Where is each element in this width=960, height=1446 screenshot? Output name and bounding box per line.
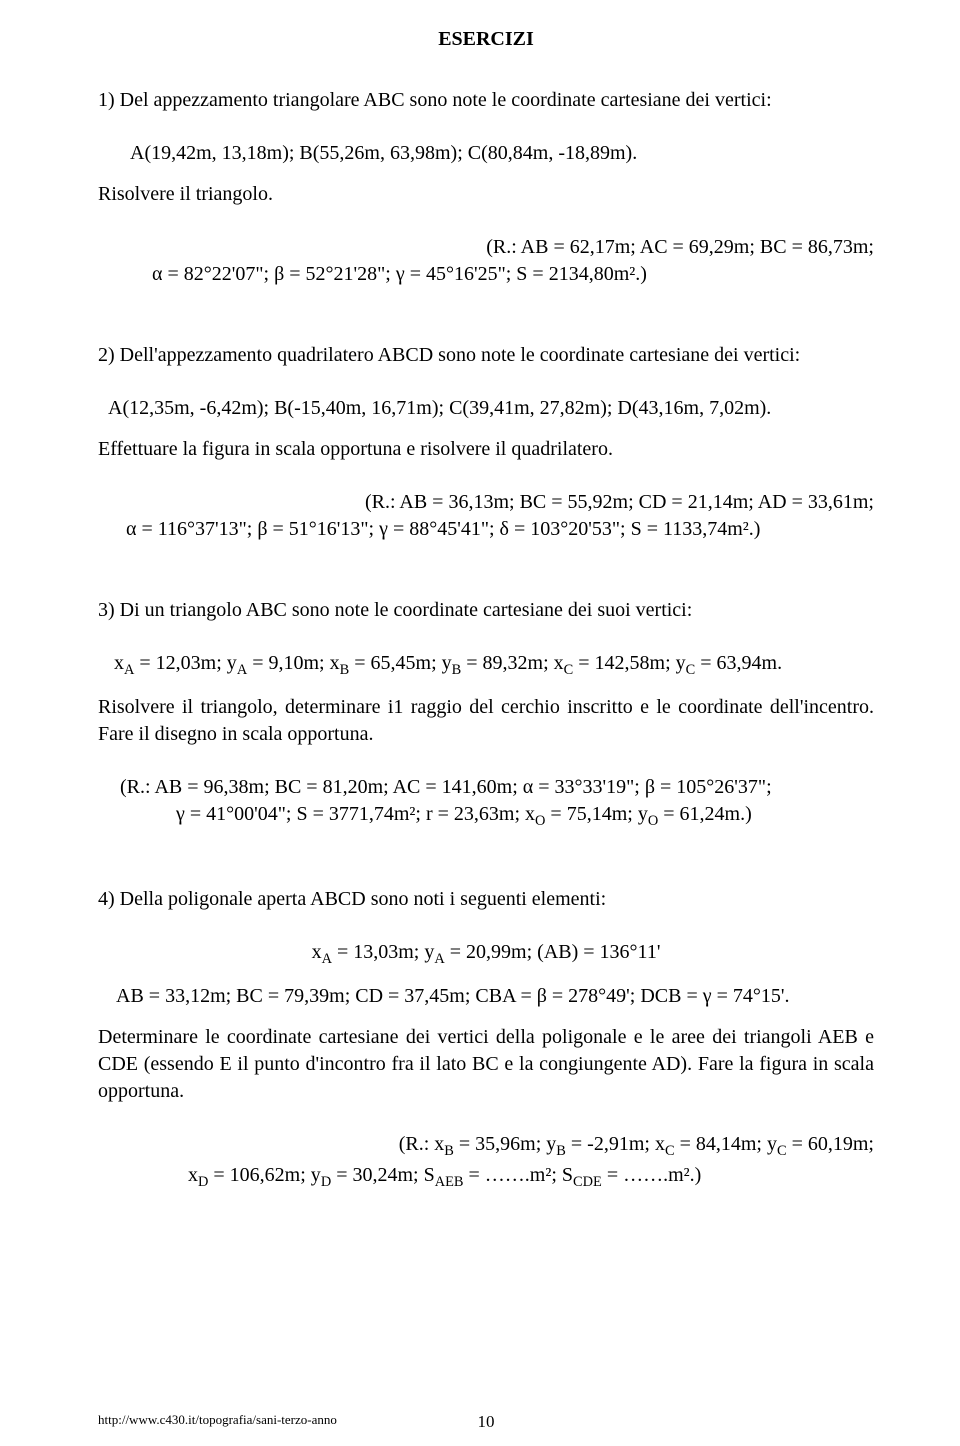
sub: C <box>686 662 696 678</box>
t: = 61,24m.) <box>658 803 752 825</box>
sub: A <box>237 662 247 678</box>
ex3-answer-line1: (R.: AB = 96,38m; BC = 81,20m; AC = 141,… <box>98 774 874 801</box>
t: = 65,45m; y <box>349 652 451 674</box>
t: = 9,10m; x <box>247 652 339 674</box>
sub: AEB <box>435 1174 464 1190</box>
t: = 13,03m; y <box>332 941 434 963</box>
t: = …….m².) <box>602 1164 702 1186</box>
ex3-answer-line2: γ = 41°00'04"; S = 3771,74m²; r = 23,63m… <box>98 801 874 831</box>
ex4-line1: xA = 13,03m; yA = 20,99m; (AB) = 136°11' <box>98 939 874 969</box>
sub: B <box>556 1143 566 1159</box>
ex1-intro: 1) Del appezzamento triangolare ABC sono… <box>98 87 874 114</box>
ex2-answer-line2: α = 116°37'13"; β = 51°16'13"; γ = 88°45… <box>98 516 874 543</box>
footer-url: http://www.c430.it/topografia/sani-terzo… <box>98 1412 337 1428</box>
ex2-answer-line1: (R.: AB = 36,13m; BC = 55,92m; CD = 21,1… <box>98 489 874 516</box>
t: = …….m²; S <box>464 1164 574 1186</box>
footer: http://www.c430.it/topografia/sani-terzo… <box>98 1412 874 1428</box>
t: = 142,58m; y <box>573 652 685 674</box>
t: = 20,99m; (AB) = 136°11' <box>445 941 661 963</box>
sub: O <box>535 813 545 829</box>
ex4-task: Determinare le coordinate cartesiane dei… <box>98 1024 874 1105</box>
t: = 89,32m; x <box>461 652 563 674</box>
ex1-answer-line1: (R.: AB = 62,17m; AC = 69,29m; BC = 86,7… <box>98 234 874 261</box>
spacer <box>98 314 874 342</box>
sub: C <box>564 662 574 678</box>
sub: A <box>434 951 444 967</box>
spacer <box>98 858 874 886</box>
sub: B <box>340 662 350 678</box>
ex1-answer-line2: α = 82°22'07"; β = 52°21'28"; γ = 45°16'… <box>98 261 874 288</box>
sub: B <box>444 1143 454 1159</box>
sub: D <box>198 1174 208 1190</box>
ex2-task: Effettuare la figura in scala opportuna … <box>98 436 874 463</box>
t: = 30,24m; S <box>331 1164 435 1186</box>
t: = 84,14m; y <box>675 1133 777 1155</box>
t: = 63,94m. <box>695 652 782 674</box>
sub: O <box>648 813 658 829</box>
ex3-coords: xA = 12,03m; yA = 9,10m; xB = 65,45m; yB… <box>98 650 874 680</box>
sub: D <box>321 1174 331 1190</box>
t: x <box>188 1164 198 1186</box>
page: ESERCIZI 1) Del appezzamento triangolare… <box>0 0 960 1446</box>
t: x <box>114 652 124 674</box>
t: = 106,62m; y <box>208 1164 320 1186</box>
sub: C <box>665 1143 675 1159</box>
t: = 12,03m; y <box>134 652 236 674</box>
sub: A <box>322 951 332 967</box>
ex1-coords: A(19,42m, 13,18m); B(55,26m, 63,98m); C(… <box>98 140 874 167</box>
spacer <box>98 569 874 597</box>
ex2-intro: 2) Dell'appezzamento quadrilatero ABCD s… <box>98 342 874 369</box>
ex3-task: Risolvere il triangolo, determinare i1 r… <box>98 694 874 748</box>
footer-page-number: 10 <box>478 1412 495 1432</box>
sub: B <box>452 662 462 678</box>
t: (R.: x <box>399 1133 445 1155</box>
sub: C <box>777 1143 787 1159</box>
ex4-answer-line2: xD = 106,62m; yD = 30,24m; SAEB = …….m²;… <box>98 1162 874 1192</box>
t: = 75,14m; y <box>545 803 647 825</box>
ex4-answer-line1: (R.: xB = 35,96m; yB = -2,91m; xC = 84,1… <box>98 1131 874 1161</box>
ex1-task: Risolvere il triangolo. <box>98 181 874 208</box>
ex4-line2: AB = 33,12m; BC = 79,39m; CD = 37,45m; C… <box>98 983 874 1010</box>
t: = 35,96m; y <box>454 1133 556 1155</box>
ex4-intro: 4) Della poligonale aperta ABCD sono not… <box>98 886 874 913</box>
heading-esercizi: ESERCIZI <box>98 28 874 51</box>
sub: A <box>124 662 134 678</box>
ex3-intro: 3) Di un triangolo ABC sono note le coor… <box>98 597 874 624</box>
ex2-coords: A(12,35m, -6,42m); B(-15,40m, 16,71m); C… <box>98 395 874 422</box>
t: γ = 41°00'04"; S = 3771,74m²; r = 23,63m… <box>176 803 535 825</box>
t: x <box>312 941 322 963</box>
sub: CDE <box>573 1174 602 1190</box>
t: = -2,91m; x <box>566 1133 665 1155</box>
t: = 60,19m; <box>787 1133 874 1155</box>
